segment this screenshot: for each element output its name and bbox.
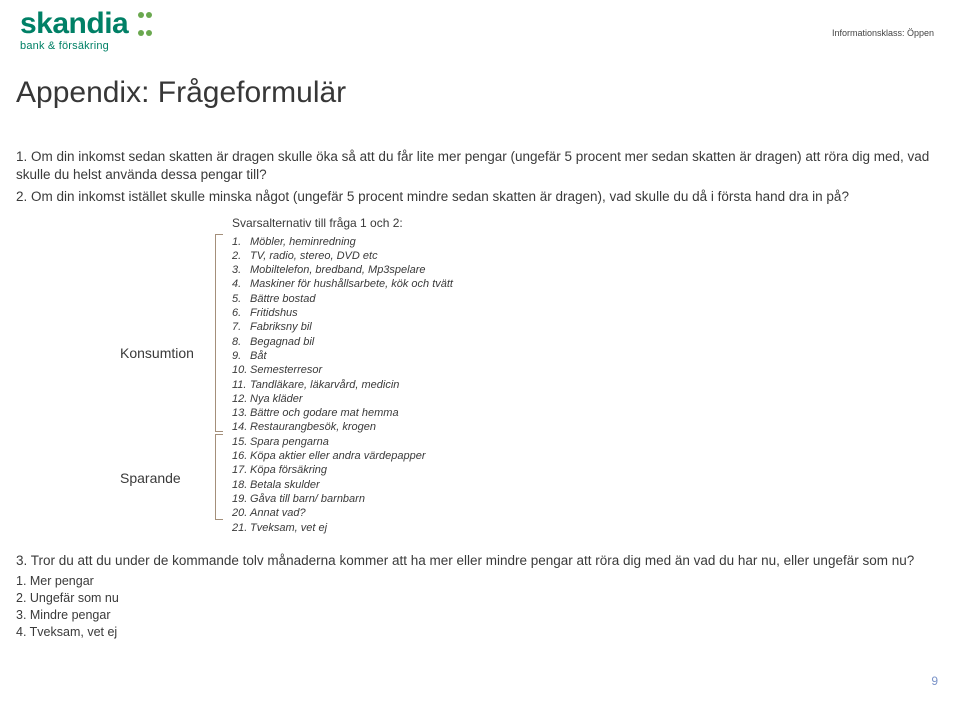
answer-text: Mobiltelefon, bredband, Mp3spelare xyxy=(250,264,426,276)
q3-option: 2. Ungefär som nu xyxy=(16,590,934,607)
answer-text: Köpa aktier eller andra värdepapper xyxy=(250,450,426,462)
answer-number: 21. xyxy=(232,521,250,535)
answer-item: 3.Mobiltelefon, bredband, Mp3spelare xyxy=(232,263,453,277)
answer-text: Maskiner för hushållsarbete, kök och tvä… xyxy=(250,278,453,290)
answer-text: Tveksam, vet ej xyxy=(250,522,327,534)
answer-item: 19.Gåva till barn/ barnbarn xyxy=(232,492,453,506)
answer-number: 17. xyxy=(232,463,250,477)
answer-item: 20.Annat vad? xyxy=(232,506,453,520)
question-1: 1. Om din inkomst sedan skatten är drage… xyxy=(16,148,934,184)
q3-option: 4. Tveksam, vet ej xyxy=(16,624,934,641)
answer-number: 9. xyxy=(232,349,250,363)
question-3-options: 1. Mer pengar2. Ungefär som nu3. Mindre … xyxy=(16,573,934,641)
group-konsumtion: Konsumtion xyxy=(120,345,194,361)
answer-number: 18. xyxy=(232,478,250,492)
answer-number: 19. xyxy=(232,492,250,506)
answer-item: 16.Köpa aktier eller andra värdepapper xyxy=(232,449,453,463)
answer-number: 5. xyxy=(232,292,250,306)
answer-item: 4.Maskiner för hushållsarbete, kök och t… xyxy=(232,277,453,291)
answer-item: 9.Båt xyxy=(232,349,453,363)
answer-number: 11. xyxy=(232,378,250,392)
answer-item: 2.TV, radio, stereo, DVD etc xyxy=(232,249,453,263)
answer-number: 13. xyxy=(232,406,250,420)
answer-text: Gåva till barn/ barnbarn xyxy=(250,493,365,505)
answer-number: 4. xyxy=(232,277,250,291)
answer-number: 12. xyxy=(232,392,250,406)
answer-text: Annat vad? xyxy=(250,507,306,519)
logo-text: skandia xyxy=(20,7,128,41)
question-3: 3. Tror du att du under de kommande tolv… xyxy=(16,552,934,570)
bracket-sparande-icon xyxy=(215,434,223,520)
answer-item: 1.Möbler, heminredning xyxy=(232,235,453,249)
answer-text: TV, radio, stereo, DVD etc xyxy=(250,250,378,262)
page-number: 9 xyxy=(931,674,938,688)
answer-text: Fritidshus xyxy=(250,307,298,319)
answer-text: Begagnad bil xyxy=(250,336,314,348)
answer-item: 7.Fabriksny bil xyxy=(232,320,453,334)
answer-item: 21.Tveksam, vet ej xyxy=(232,521,453,535)
question-3-block: 3. Tror du att du under de kommande tolv… xyxy=(16,552,934,641)
q3-option: 1. Mer pengar xyxy=(16,573,934,590)
answer-text: Betala skulder xyxy=(250,479,320,491)
answer-number: 10. xyxy=(232,363,250,377)
answer-number: 15. xyxy=(232,435,250,449)
answers-list: 1.Möbler, heminredning2.TV, radio, stere… xyxy=(232,235,453,535)
answer-text: Möbler, heminredning xyxy=(250,236,356,248)
answers-block: Svarsalternativ till fråga 1 och 2: 1.Mö… xyxy=(232,216,453,535)
answer-item: 10.Semesterresor xyxy=(232,363,453,377)
group-sparande: Sparande xyxy=(120,470,181,486)
answer-text: Nya kläder xyxy=(250,393,303,405)
answer-item: 14.Restaurangbesök, krogen xyxy=(232,420,453,434)
answer-item: 5.Bättre bostad xyxy=(232,292,453,306)
questions-block: 1. Om din inkomst sedan skatten är drage… xyxy=(16,148,934,211)
answer-text: Restaurangbesök, krogen xyxy=(250,421,376,433)
answer-number: 2. xyxy=(232,249,250,263)
answer-text: Semesterresor xyxy=(250,364,322,376)
logo-dots-icon xyxy=(137,6,153,42)
answer-item: 12.Nya kläder xyxy=(232,392,453,406)
answer-text: Fabriksny bil xyxy=(250,321,312,333)
answer-number: 8. xyxy=(232,335,250,349)
answer-number: 1. xyxy=(232,235,250,249)
answer-number: 14. xyxy=(232,420,250,434)
page-title: Appendix: Frågeformulär xyxy=(16,76,346,110)
document-page: skandia bank & försäkring Informationskl… xyxy=(0,0,960,702)
q3-option: 3. Mindre pengar xyxy=(16,607,934,624)
answer-number: 6. xyxy=(232,306,250,320)
answer-text: Spara pengarna xyxy=(250,436,329,448)
answer-text: Bättre bostad xyxy=(250,293,315,305)
answer-item: 17.Köpa försäkring xyxy=(232,463,453,477)
answer-item: 8.Begagnad bil xyxy=(232,335,453,349)
answers-title: Svarsalternativ till fråga 1 och 2: xyxy=(232,216,453,232)
answer-number: 3. xyxy=(232,263,250,277)
logo-subtitle: bank & försäkring xyxy=(20,40,153,52)
answer-text: Bättre och godare mat hemma xyxy=(250,407,399,419)
answer-item: 15.Spara pengarna xyxy=(232,435,453,449)
answer-text: Köpa försäkring xyxy=(250,464,327,476)
answer-number: 20. xyxy=(232,506,250,520)
answer-item: 11.Tandläkare, läkarvård, medicin xyxy=(232,378,453,392)
answer-item: 6.Fritidshus xyxy=(232,306,453,320)
answer-text: Båt xyxy=(250,350,267,362)
answer-number: 16. xyxy=(232,449,250,463)
answer-text: Tandläkare, läkarvård, medicin xyxy=(250,379,399,391)
bracket-konsumtion-icon xyxy=(215,234,223,432)
answer-item: 13.Bättre och godare mat hemma xyxy=(232,406,453,420)
answer-item: 18.Betala skulder xyxy=(232,478,453,492)
answer-number: 7. xyxy=(232,320,250,334)
question-2: 2. Om din inkomst istället skulle minska… xyxy=(16,188,934,206)
brand-logo: skandia bank & försäkring xyxy=(20,6,153,52)
info-classification: Informationsklass: Öppen xyxy=(832,28,934,38)
